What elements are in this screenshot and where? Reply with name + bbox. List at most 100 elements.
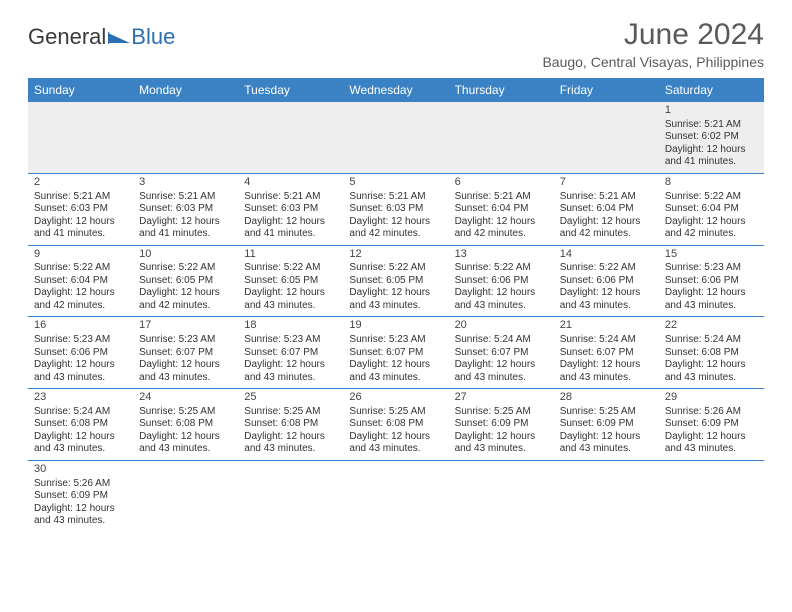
day-number: 10 — [139, 248, 232, 262]
day-cell: 28Sunrise: 5:25 AMSunset: 6:09 PMDayligh… — [554, 389, 659, 460]
day-cell: 15Sunrise: 5:23 AMSunset: 6:06 PMDayligh… — [659, 246, 764, 317]
sunrise-text: Sunrise: 5:23 AM — [34, 334, 127, 347]
daylight-text: Daylight: 12 hours and 43 minutes. — [455, 359, 548, 384]
day-cell: 14Sunrise: 5:22 AMSunset: 6:06 PMDayligh… — [554, 246, 659, 317]
sunrise-text: Sunrise: 5:23 AM — [665, 262, 758, 275]
sunset-text: Sunset: 6:08 PM — [34, 418, 127, 431]
day-cell: 29Sunrise: 5:26 AMSunset: 6:09 PMDayligh… — [659, 389, 764, 460]
week-row: 2Sunrise: 5:21 AMSunset: 6:03 PMDaylight… — [28, 174, 764, 246]
sunset-text: Sunset: 6:09 PM — [34, 490, 127, 503]
day-number: 16 — [34, 319, 127, 333]
day-cell: 21Sunrise: 5:24 AMSunset: 6:07 PMDayligh… — [554, 317, 659, 388]
day-cell: 24Sunrise: 5:25 AMSunset: 6:08 PMDayligh… — [133, 389, 238, 460]
day-cell: 27Sunrise: 5:25 AMSunset: 6:09 PMDayligh… — [449, 389, 554, 460]
daylight-text: Daylight: 12 hours and 43 minutes. — [34, 503, 127, 528]
sunrise-text: Sunrise: 5:21 AM — [455, 191, 548, 204]
day-number: 5 — [349, 176, 442, 190]
day-header-monday: Monday — [133, 78, 238, 102]
day-cell: 4Sunrise: 5:21 AMSunset: 6:03 PMDaylight… — [238, 174, 343, 245]
daylight-text: Daylight: 12 hours and 43 minutes. — [244, 359, 337, 384]
day-cell: 8Sunrise: 5:22 AMSunset: 6:04 PMDaylight… — [659, 174, 764, 245]
daylight-text: Daylight: 12 hours and 43 minutes. — [455, 431, 548, 456]
empty-cell — [133, 461, 238, 532]
day-number: 3 — [139, 176, 232, 190]
day-cell: 17Sunrise: 5:23 AMSunset: 6:07 PMDayligh… — [133, 317, 238, 388]
sunset-text: Sunset: 6:05 PM — [244, 275, 337, 288]
title-block: June 2024 Baugo, Central Visayas, Philip… — [542, 18, 764, 70]
logo-flag-icon — [108, 30, 130, 44]
day-header-row: Sunday Monday Tuesday Wednesday Thursday… — [28, 78, 764, 102]
day-number: 8 — [665, 176, 758, 190]
daylight-text: Daylight: 12 hours and 42 minutes. — [455, 216, 548, 241]
sunrise-text: Sunrise: 5:24 AM — [455, 334, 548, 347]
empty-cell — [133, 102, 238, 173]
empty-cell — [449, 461, 554, 532]
daylight-text: Daylight: 12 hours and 43 minutes. — [349, 287, 442, 312]
sunset-text: Sunset: 6:07 PM — [244, 347, 337, 360]
week-row: 9Sunrise: 5:22 AMSunset: 6:04 PMDaylight… — [28, 246, 764, 318]
day-number: 24 — [139, 391, 232, 405]
empty-cell — [449, 102, 554, 173]
sunset-text: Sunset: 6:06 PM — [665, 275, 758, 288]
day-cell: 16Sunrise: 5:23 AMSunset: 6:06 PMDayligh… — [28, 317, 133, 388]
daylight-text: Daylight: 12 hours and 43 minutes. — [560, 287, 653, 312]
day-cell: 18Sunrise: 5:23 AMSunset: 6:07 PMDayligh… — [238, 317, 343, 388]
sunrise-text: Sunrise: 5:23 AM — [349, 334, 442, 347]
day-cell: 22Sunrise: 5:24 AMSunset: 6:08 PMDayligh… — [659, 317, 764, 388]
day-header-tuesday: Tuesday — [238, 78, 343, 102]
day-number: 12 — [349, 248, 442, 262]
sunrise-text: Sunrise: 5:21 AM — [139, 191, 232, 204]
daylight-text: Daylight: 12 hours and 41 minutes. — [139, 216, 232, 241]
sunrise-text: Sunrise: 5:23 AM — [139, 334, 232, 347]
sunset-text: Sunset: 6:09 PM — [455, 418, 548, 431]
day-header-saturday: Saturday — [659, 78, 764, 102]
daylight-text: Daylight: 12 hours and 43 minutes. — [139, 431, 232, 456]
sunset-text: Sunset: 6:03 PM — [244, 203, 337, 216]
sunset-text: Sunset: 6:04 PM — [560, 203, 653, 216]
daylight-text: Daylight: 12 hours and 42 minutes. — [34, 287, 127, 312]
sunrise-text: Sunrise: 5:22 AM — [455, 262, 548, 275]
day-number: 30 — [34, 463, 127, 477]
daylight-text: Daylight: 12 hours and 43 minutes. — [455, 287, 548, 312]
day-cell: 10Sunrise: 5:22 AMSunset: 6:05 PMDayligh… — [133, 246, 238, 317]
day-cell: 30Sunrise: 5:26 AMSunset: 6:09 PMDayligh… — [28, 461, 133, 532]
header-row: General Blue June 2024 Baugo, Central Vi… — [28, 18, 764, 70]
sunrise-text: Sunrise: 5:21 AM — [665, 119, 758, 132]
sunset-text: Sunset: 6:09 PM — [560, 418, 653, 431]
sunset-text: Sunset: 6:03 PM — [34, 203, 127, 216]
daylight-text: Daylight: 12 hours and 43 minutes. — [34, 431, 127, 456]
week-row: 30Sunrise: 5:26 AMSunset: 6:09 PMDayligh… — [28, 461, 764, 532]
sunset-text: Sunset: 6:07 PM — [139, 347, 232, 360]
empty-cell — [238, 102, 343, 173]
day-cell: 6Sunrise: 5:21 AMSunset: 6:04 PMDaylight… — [449, 174, 554, 245]
sunrise-text: Sunrise: 5:25 AM — [560, 406, 653, 419]
day-cell: 23Sunrise: 5:24 AMSunset: 6:08 PMDayligh… — [28, 389, 133, 460]
day-number: 29 — [665, 391, 758, 405]
empty-cell — [659, 461, 764, 532]
sunrise-text: Sunrise: 5:24 AM — [560, 334, 653, 347]
sunrise-text: Sunrise: 5:22 AM — [349, 262, 442, 275]
sunset-text: Sunset: 6:08 PM — [244, 418, 337, 431]
day-header-thursday: Thursday — [449, 78, 554, 102]
day-cell: 11Sunrise: 5:22 AMSunset: 6:05 PMDayligh… — [238, 246, 343, 317]
daylight-text: Daylight: 12 hours and 43 minutes. — [560, 359, 653, 384]
sunset-text: Sunset: 6:02 PM — [665, 131, 758, 144]
day-number: 15 — [665, 248, 758, 262]
sunset-text: Sunset: 6:06 PM — [560, 275, 653, 288]
day-cell: 7Sunrise: 5:21 AMSunset: 6:04 PMDaylight… — [554, 174, 659, 245]
daylight-text: Daylight: 12 hours and 43 minutes. — [244, 287, 337, 312]
day-cell: 20Sunrise: 5:24 AMSunset: 6:07 PMDayligh… — [449, 317, 554, 388]
day-number: 2 — [34, 176, 127, 190]
sunrise-text: Sunrise: 5:21 AM — [34, 191, 127, 204]
sunset-text: Sunset: 6:03 PM — [139, 203, 232, 216]
sunrise-text: Sunrise: 5:24 AM — [34, 406, 127, 419]
sunset-text: Sunset: 6:04 PM — [665, 203, 758, 216]
sunset-text: Sunset: 6:06 PM — [34, 347, 127, 360]
daylight-text: Daylight: 12 hours and 41 minutes. — [34, 216, 127, 241]
day-cell: 1Sunrise: 5:21 AMSunset: 6:02 PMDaylight… — [659, 102, 764, 173]
daylight-text: Daylight: 12 hours and 42 minutes. — [665, 216, 758, 241]
empty-cell — [238, 461, 343, 532]
daylight-text: Daylight: 12 hours and 42 minutes. — [560, 216, 653, 241]
sunset-text: Sunset: 6:08 PM — [139, 418, 232, 431]
week-row: 1Sunrise: 5:21 AMSunset: 6:02 PMDaylight… — [28, 102, 764, 174]
